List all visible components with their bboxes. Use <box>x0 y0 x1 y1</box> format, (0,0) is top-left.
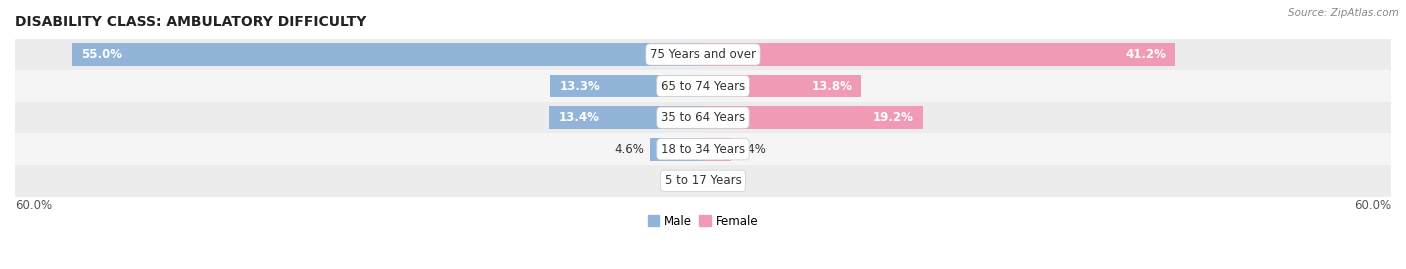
Bar <box>15 165 1391 197</box>
Bar <box>550 106 703 129</box>
Bar <box>15 133 1391 165</box>
Text: 5 to 17 Years: 5 to 17 Years <box>665 174 741 187</box>
Bar <box>15 70 1391 102</box>
Bar <box>15 102 1391 133</box>
Text: 13.4%: 13.4% <box>558 111 599 124</box>
Text: Source: ZipAtlas.com: Source: ZipAtlas.com <box>1288 8 1399 18</box>
Text: 60.0%: 60.0% <box>15 199 52 211</box>
Bar <box>650 138 703 161</box>
Text: 0.0%: 0.0% <box>668 174 697 187</box>
Legend: Male, Female: Male, Female <box>648 215 758 228</box>
Text: 60.0%: 60.0% <box>1354 199 1391 211</box>
Bar <box>703 43 1175 66</box>
Text: 2.4%: 2.4% <box>737 143 766 156</box>
Bar <box>703 75 862 97</box>
Text: 35 to 64 Years: 35 to 64 Years <box>661 111 745 124</box>
Text: DISABILITY CLASS: AMBULATORY DIFFICULTY: DISABILITY CLASS: AMBULATORY DIFFICULTY <box>15 15 367 29</box>
Bar <box>72 43 703 66</box>
Text: 13.3%: 13.3% <box>560 80 600 93</box>
Text: 18 to 34 Years: 18 to 34 Years <box>661 143 745 156</box>
Text: 41.2%: 41.2% <box>1125 48 1166 61</box>
Text: 19.2%: 19.2% <box>873 111 914 124</box>
Text: 4.6%: 4.6% <box>614 143 644 156</box>
Text: 75 Years and over: 75 Years and over <box>650 48 756 61</box>
Bar <box>703 106 924 129</box>
Bar <box>703 138 731 161</box>
Text: 13.8%: 13.8% <box>811 80 852 93</box>
Bar <box>15 39 1391 70</box>
Bar <box>551 75 703 97</box>
Text: 65 to 74 Years: 65 to 74 Years <box>661 80 745 93</box>
Text: 0.0%: 0.0% <box>709 174 738 187</box>
Text: 55.0%: 55.0% <box>82 48 122 61</box>
